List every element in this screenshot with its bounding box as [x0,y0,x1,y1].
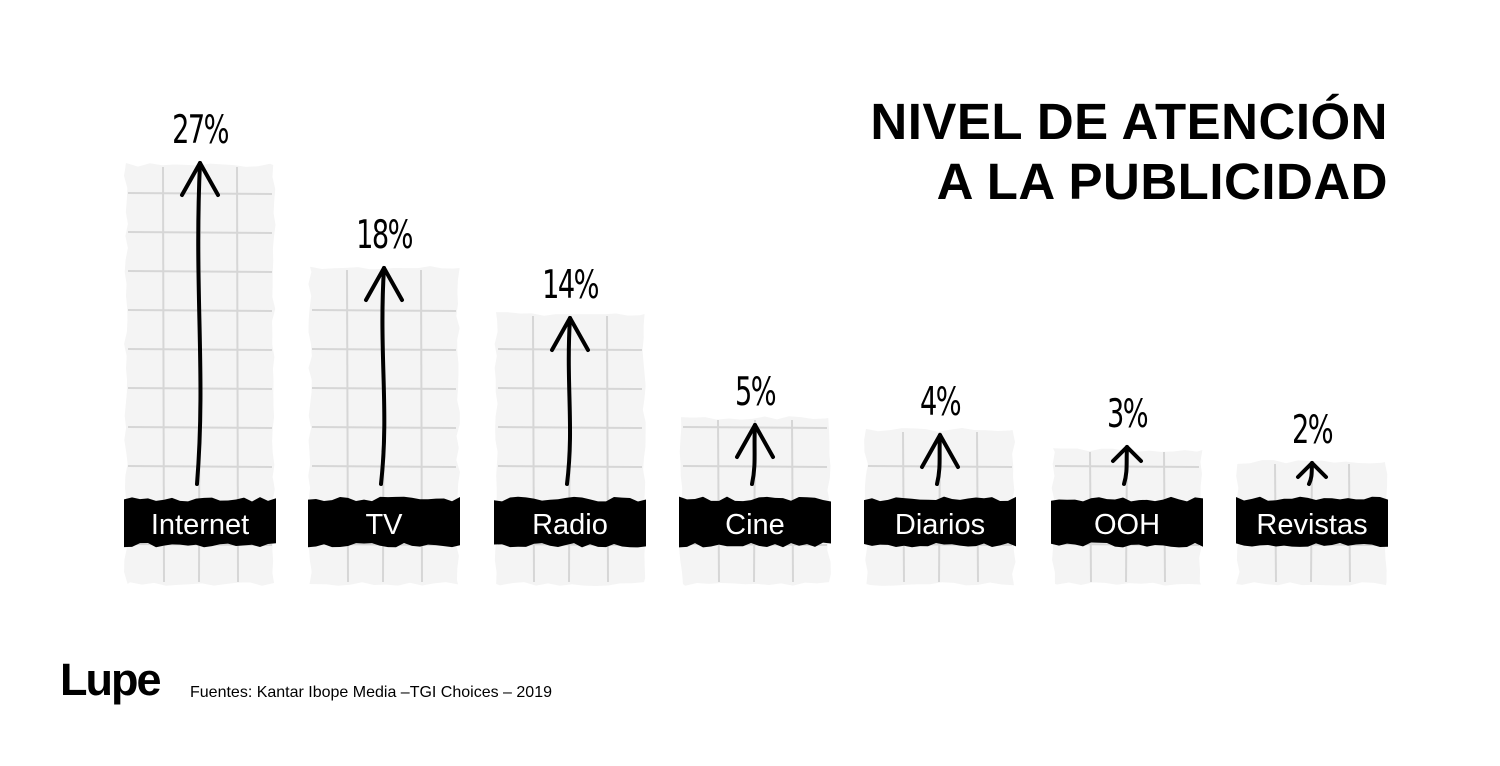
value-label-cine: 5% [735,369,776,414]
category-label-cine: Cine [725,509,785,541]
chart-title: NIVEL DE ATENCIÓN A LA PUBLICIDAD [688,92,1388,212]
bar-group-internet: 27% Internet [124,107,276,586]
value-label-internet: 27% [172,107,228,152]
arrow-head-internet [180,161,220,197]
arrow-shaft-tv [379,266,387,486]
category-band-internet [124,497,276,548]
arrow-head-ooh [1111,445,1143,463]
arrow-shaft-cine [750,423,757,486]
bar-group-radio: 14% Radio [494,262,646,586]
arrow-head-radio [550,316,590,352]
bar-group-cine: 5% Cine [679,369,831,586]
category-band-radio [494,496,646,548]
chart-title-line-2: A LA PUBLICIDAD [936,153,1388,210]
arrow-shaft-radio [565,316,573,486]
value-label-ooh: 3% [1107,391,1148,436]
arrow-shaft-internet [195,161,203,486]
arrow-head-revistas [1296,461,1328,479]
arrow-head-tv [364,266,404,302]
arrow-head-cine [735,423,775,459]
category-band-diarios [864,496,1016,548]
value-label-tv: 18% [356,212,412,257]
value-label-radio: 14% [542,262,598,307]
bar-group-diarios: 4% Diarios [864,379,1016,586]
category-label-ooh: OOH [1094,509,1160,541]
category-band-cine [679,496,831,548]
category-label-radio: Radio [532,509,608,541]
category-label-revistas: Revistas [1256,509,1367,541]
category-band-revistas [1236,496,1388,547]
category-label-diarios: Diarios [895,509,985,541]
category-label-tv: TV [365,509,403,541]
arrow-shaft-diarios [935,433,942,486]
category-band-tv [308,496,460,548]
value-label-diarios: 4% [920,379,961,424]
category-label-internet: Internet [151,509,249,541]
bar-group-tv: 18% TV [308,212,460,586]
arrow-head-diarios [920,433,960,469]
brand-logo: Lupe [60,654,161,705]
bar-group-revistas: 2% Revistas [1236,407,1388,586]
category-band-ooh [1051,496,1203,548]
bar-group-ooh: 3% OOH [1051,391,1203,586]
value-label-revistas: 2% [1292,407,1333,452]
arrow-shaft-ooh [1122,445,1129,486]
chart-title-line-1: NIVEL DE ATENCIÓN [870,93,1388,150]
source-note: Fuentes: Kantar Ibope Media –TGI Choices… [190,684,552,701]
